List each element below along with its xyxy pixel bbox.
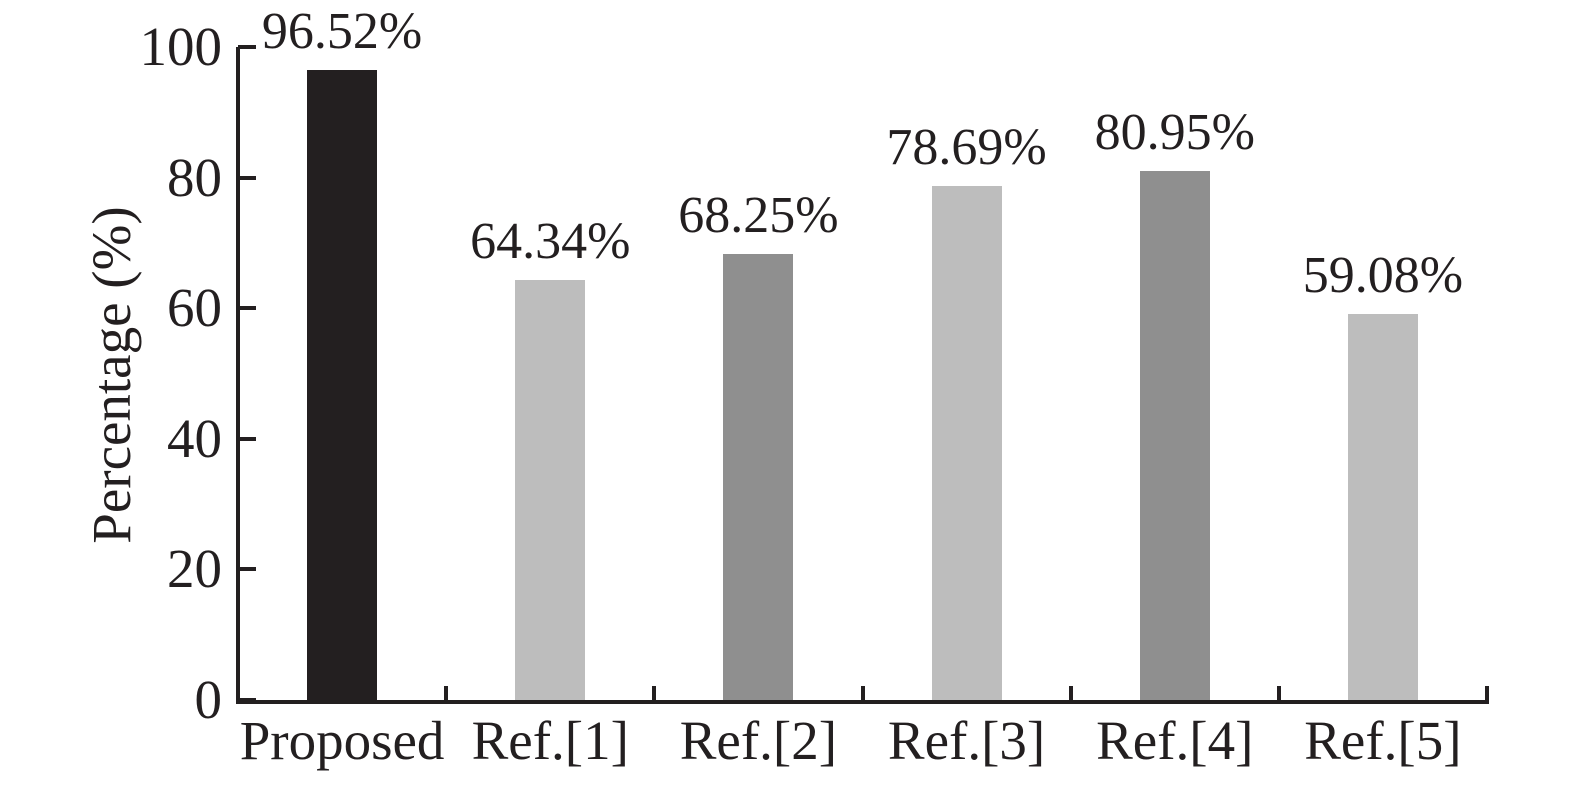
x-category-label-proposed: Proposed bbox=[239, 710, 445, 771]
x-tick bbox=[1068, 686, 1073, 700]
x-axis-line bbox=[236, 700, 1489, 704]
x-tick bbox=[860, 686, 865, 700]
bar-value-label-ref-1: 64.34% bbox=[470, 212, 631, 270]
x-tick bbox=[444, 686, 449, 700]
x-category-label-ref-5: Ref.[5] bbox=[1304, 710, 1462, 771]
bar-ref-4 bbox=[1139, 171, 1210, 700]
x-tick bbox=[652, 686, 657, 700]
x-category-label-ref-3: Ref.[3] bbox=[887, 710, 1046, 771]
bar-value-label-ref-4: 80.95% bbox=[1094, 104, 1255, 162]
y-tick-label: 40 bbox=[167, 407, 222, 469]
bar-ref-3 bbox=[931, 186, 1002, 700]
y-tick-label: 60 bbox=[167, 277, 222, 339]
y-tick-label: 20 bbox=[167, 538, 222, 600]
bar-proposed bbox=[307, 69, 378, 700]
x-tick bbox=[1276, 686, 1281, 700]
bar-ref-1 bbox=[515, 279, 586, 700]
y-axis-line bbox=[236, 47, 240, 704]
y-tick-label: 80 bbox=[167, 146, 222, 208]
y-tick-label: 100 bbox=[139, 16, 223, 77]
x-tick bbox=[236, 686, 240, 700]
bar-value-label-ref-2: 68.25% bbox=[678, 187, 839, 245]
y-tick bbox=[238, 698, 256, 702]
y-tick bbox=[238, 175, 256, 180]
y-tick bbox=[238, 306, 256, 311]
bar-value-label-ref-3: 78.69% bbox=[886, 119, 1047, 177]
bar-value-label-proposed: 96.52% bbox=[261, 2, 423, 60]
x-category-label-ref-4: Ref.[4] bbox=[1096, 710, 1254, 771]
y-tick bbox=[238, 45, 256, 49]
bar-value-label-ref-5: 59.08% bbox=[1302, 247, 1464, 305]
y-tick bbox=[238, 567, 256, 572]
bar-ref-5 bbox=[1347, 314, 1418, 700]
x-category-label-ref-2: Ref.[2] bbox=[679, 710, 838, 771]
y-tick bbox=[238, 436, 256, 441]
x-tick bbox=[1485, 686, 1489, 700]
bar-ref-2 bbox=[723, 254, 794, 700]
y-tick-label: 0 bbox=[194, 669, 223, 730]
x-category-label-ref-1: Ref.[1] bbox=[471, 710, 629, 771]
